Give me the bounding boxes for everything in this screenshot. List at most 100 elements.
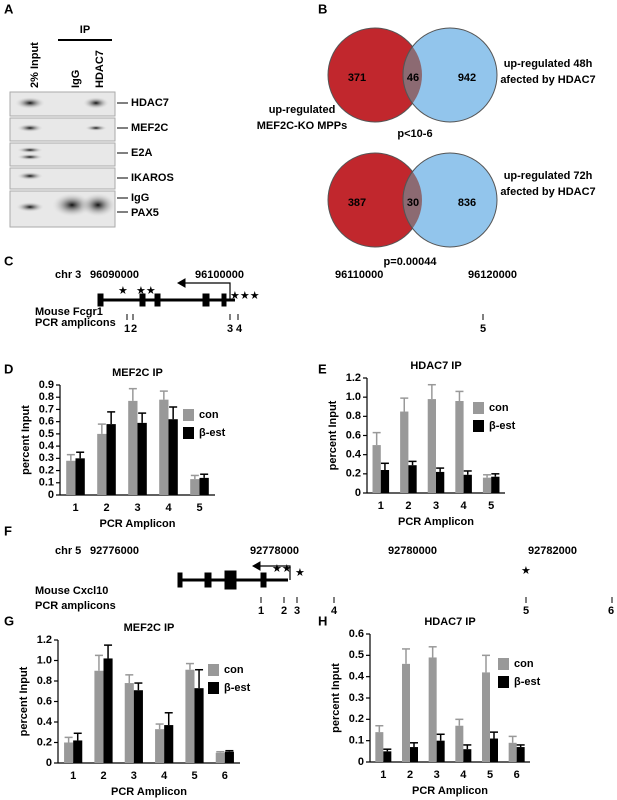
legend-label: con <box>224 664 244 676</box>
y-tick-label: 0 <box>358 756 364 768</box>
x-tick-label: 2 <box>407 769 413 781</box>
bar <box>190 479 200 495</box>
x-axis-label: PCR Amplicon <box>111 786 187 798</box>
bar <box>428 657 437 762</box>
coord: 92776000 <box>90 545 139 557</box>
amplicon: 4 <box>331 605 338 617</box>
y-axis-label: percent Input <box>18 666 30 736</box>
blot-arrows <box>117 102 128 213</box>
legend-label: β-est <box>514 676 541 688</box>
row-label: IgG <box>131 192 149 204</box>
amplicon: 3 <box>227 323 233 335</box>
bar <box>106 424 116 495</box>
x-tick-label: 2 <box>100 770 106 782</box>
svg-text:★★: ★★ <box>272 563 292 575</box>
x-tick-label: 1 <box>72 502 78 514</box>
gene-name: Mouse Fcgr1 <box>35 306 103 318</box>
lane-label: 2% Input <box>29 42 41 88</box>
coord: 96110000 <box>335 269 383 281</box>
bar <box>137 422 147 495</box>
x-axis-label: PCR Amplicon <box>100 518 176 530</box>
y-tick-label: 0.3 <box>39 452 54 464</box>
lane-label: IgG <box>70 70 82 88</box>
venn-label: afected by HDAC7 <box>500 74 595 86</box>
panel-label: C <box>4 253 14 268</box>
bar <box>516 747 525 762</box>
amplicon: 5 <box>480 323 486 335</box>
row-label: MEF2C <box>131 122 168 134</box>
legend-swatch <box>473 402 484 414</box>
bar <box>73 740 83 763</box>
y-tick-label: 0 <box>48 489 54 501</box>
row-label: E2A <box>131 147 152 159</box>
x-tick-label: 4 <box>161 770 168 782</box>
y-axis-label: percent Input <box>20 405 32 475</box>
y-tick-label: 0.8 <box>39 391 54 403</box>
svg-text:★: ★ <box>295 567 305 579</box>
bar <box>490 738 498 762</box>
bar <box>410 747 418 762</box>
bar <box>159 399 169 495</box>
chart-title: MEF2C IP <box>112 367 163 379</box>
bar <box>215 752 225 763</box>
amplicon: 2 <box>281 605 287 617</box>
svg-text:★: ★ <box>118 285 128 297</box>
bar <box>383 751 392 762</box>
bar <box>224 751 234 763</box>
x-tick-label: 1 <box>378 500 384 512</box>
chr-label: chr 5 <box>55 545 81 557</box>
amplicon: 6 <box>608 605 614 617</box>
y-tick-label: 1.0 <box>37 654 52 666</box>
bar <box>64 742 74 763</box>
amplicon-label: PCR amplicons <box>35 600 116 612</box>
y-axis-label: percent Input <box>327 400 339 470</box>
panel-label: D <box>4 361 13 376</box>
row-label: IKAROS <box>131 172 174 184</box>
bar <box>463 749 472 762</box>
y-tick-label: 0 <box>46 757 52 769</box>
bar <box>133 690 143 763</box>
legend-swatch <box>208 664 219 676</box>
y-tick-label: 0.2 <box>349 713 364 725</box>
y-tick-label: 1.2 <box>37 634 52 646</box>
y-tick-label: 0.2 <box>39 464 54 476</box>
venn-count: 371 <box>348 72 366 84</box>
venn-label: up-regulated <box>269 104 336 116</box>
x-tick-label: 5 <box>487 769 493 781</box>
gene-fcgr1 <box>97 278 484 320</box>
y-tick-label: 0.2 <box>346 468 361 480</box>
bar <box>194 688 204 763</box>
y-tick-label: 0.4 <box>349 671 365 683</box>
y-tick-label: 0.5 <box>39 428 54 440</box>
bar <box>436 471 445 493</box>
y-tick-label: 1.2 <box>346 372 361 384</box>
gene-cxcl10 <box>177 561 613 603</box>
y-tick-label: 0 <box>355 487 361 499</box>
panel-label: A <box>4 1 14 16</box>
x-tick-label: 2 <box>103 502 109 514</box>
x-axis-label: PCR Amplicon <box>398 516 474 528</box>
chart-title: HDAC7 IP <box>410 360 461 372</box>
panel-label: B <box>318 1 327 16</box>
legend-label: β-est <box>224 682 251 694</box>
amplicon: 1 <box>258 605 264 617</box>
x-tick-label: 3 <box>131 770 137 782</box>
legend-swatch <box>208 682 219 694</box>
bar <box>372 445 381 493</box>
legend-label: β-est <box>199 427 226 439</box>
x-tick-label: 2 <box>405 500 411 512</box>
bar <box>185 669 195 763</box>
y-tick-label: 0.4 <box>37 716 53 728</box>
svg-text:★★: ★★ <box>136 285 156 297</box>
svg-text:★★★: ★★★ <box>230 290 260 302</box>
panel-label: H <box>318 613 327 628</box>
bar <box>66 460 76 495</box>
legend-label: con <box>199 409 219 421</box>
amplicon-label: PCR amplicons <box>35 317 116 329</box>
legend-label: β-est <box>489 420 516 432</box>
coord: 96100000 <box>195 269 244 281</box>
legend-label: con <box>514 658 534 670</box>
x-tick-label: 5 <box>191 770 197 782</box>
coord: 92780000 <box>388 545 437 557</box>
